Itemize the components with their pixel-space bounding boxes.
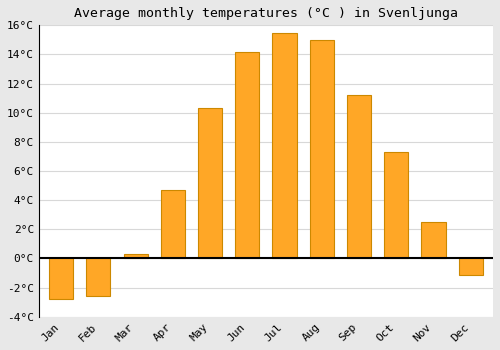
Bar — [198, 108, 222, 259]
Bar — [422, 222, 446, 259]
Bar — [272, 33, 296, 259]
Bar — [86, 259, 110, 296]
Bar — [235, 51, 260, 259]
Bar — [310, 40, 334, 259]
Bar — [384, 152, 408, 259]
Bar — [124, 254, 148, 259]
Bar — [458, 259, 483, 274]
Bar — [347, 95, 371, 259]
Title: Average monthly temperatures (°C ) in Svenljunga: Average monthly temperatures (°C ) in Sv… — [74, 7, 458, 20]
Bar — [160, 190, 185, 259]
Bar — [49, 259, 73, 299]
